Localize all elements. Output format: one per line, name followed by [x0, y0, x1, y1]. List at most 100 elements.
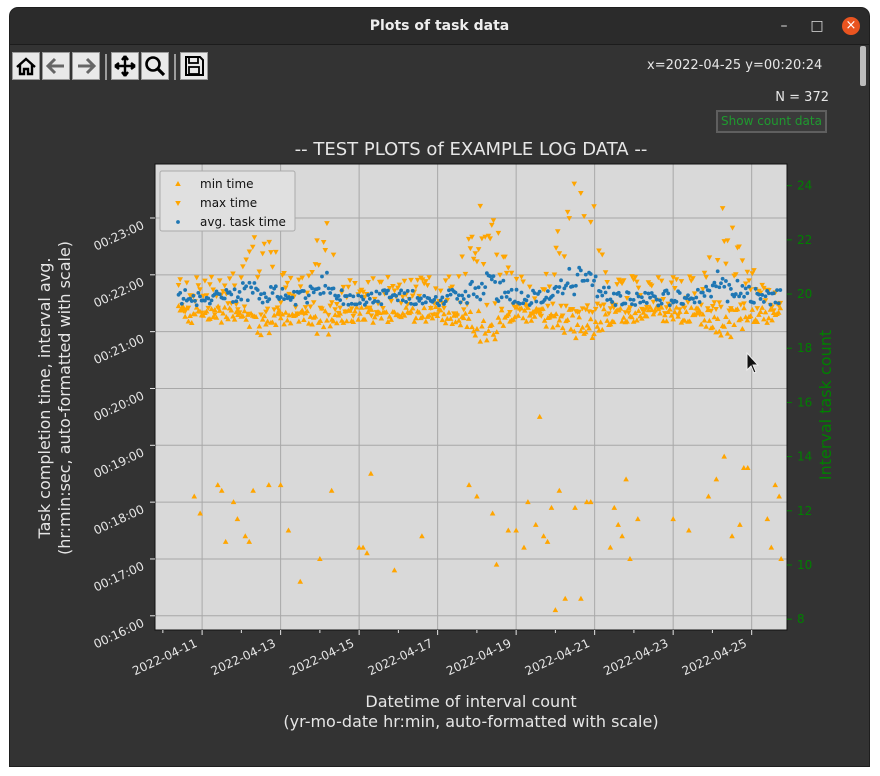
avg-task-time-point	[613, 303, 618, 307]
y2-tick-label: 22	[797, 233, 812, 247]
max-time-point	[493, 252, 500, 258]
forward-button[interactable]	[72, 52, 100, 80]
min-time-point	[721, 323, 728, 329]
max-time-point	[244, 311, 251, 317]
home-button[interactable]	[12, 52, 40, 80]
x-tick-label: 2022-04-15	[287, 636, 356, 678]
min-time-point	[564, 316, 571, 322]
min-time-point	[765, 315, 772, 321]
app-window: Plots of task data – □ × x=2022-04-25 y=…	[10, 8, 869, 766]
min-time-point	[520, 315, 526, 321]
pan-button[interactable]	[111, 52, 139, 80]
min-time-point	[686, 318, 693, 324]
toolbar-separator	[174, 54, 176, 80]
zoom-button[interactable]	[141, 52, 169, 80]
y2-tick-label: 18	[797, 341, 812, 355]
avg-task-time-point	[768, 302, 773, 307]
min-time-point	[731, 322, 737, 328]
max-time-point	[517, 307, 523, 313]
max-time-point	[761, 285, 767, 291]
min-time-point	[683, 308, 690, 314]
min-time-point	[571, 328, 578, 334]
min-time-point	[334, 320, 340, 326]
max-time-point	[236, 310, 243, 316]
min-time-point	[281, 321, 287, 327]
max-time-point	[513, 276, 520, 282]
min-time-point	[544, 538, 551, 544]
max-time-point	[673, 277, 680, 283]
minimize-button[interactable]: –	[780, 18, 788, 34]
close-button[interactable]: ×	[842, 17, 860, 35]
max-time-point	[604, 280, 611, 286]
min-time-point	[741, 305, 747, 311]
min-time-point	[228, 307, 235, 313]
avg-task-time-point	[593, 274, 598, 279]
y-tick-label: 00:22:00	[91, 275, 146, 310]
avg-task-time-point	[644, 301, 649, 305]
max-time-point	[416, 293, 423, 299]
avg-task-time-point	[643, 290, 648, 295]
window-title: Plots of task data	[369, 18, 510, 34]
maximize-button[interactable]: □	[810, 18, 824, 34]
avg-task-time-point	[433, 295, 438, 299]
min-time-point	[347, 307, 353, 313]
toolbar-separator	[105, 54, 107, 80]
chart[interactable]: 2022-04-11 2022-04-13 2022-04-15 2022-04-17…	[10, 8, 869, 766]
avg-task-time-point	[339, 288, 344, 293]
max-time-point	[742, 281, 749, 287]
min-time-point	[197, 510, 203, 516]
avg-task-time-point	[440, 295, 445, 300]
avg-task-time-point	[605, 298, 610, 302]
min-time-point	[203, 308, 210, 314]
max-time-point	[700, 286, 706, 292]
max-time-point	[202, 278, 208, 284]
min-time-point	[663, 318, 670, 324]
max-time-point	[345, 284, 352, 290]
avg-task-time-point	[283, 293, 288, 298]
min-time-point	[212, 307, 218, 313]
max-time-point	[233, 302, 240, 308]
max-time-point	[193, 275, 200, 281]
max-time-point	[338, 290, 345, 296]
avg-task-time-point	[374, 289, 379, 294]
avg-task-time-point	[529, 301, 534, 305]
avg-task-time-point	[752, 300, 756, 305]
scrollbar[interactable]	[860, 46, 866, 86]
avg-task-time-point	[382, 288, 387, 293]
save-button[interactable]	[180, 52, 208, 80]
min-time-point	[225, 316, 231, 322]
max-time-point	[676, 307, 683, 313]
avg-task-time-point	[379, 302, 384, 307]
avg-task-time-point	[722, 284, 727, 289]
min-time-point	[531, 313, 538, 319]
min-time-point	[365, 309, 371, 315]
min-time-point	[668, 312, 675, 318]
avg-task-time-point	[455, 296, 460, 301]
avg-task-time-point	[649, 291, 654, 295]
min-time-point	[277, 482, 284, 488]
max-time-point	[314, 238, 320, 244]
legend-box	[159, 170, 296, 232]
max-time-point	[541, 287, 548, 293]
min-time-point	[269, 319, 276, 325]
arrow-right-icon	[78, 57, 97, 75]
avg-task-time-point	[478, 297, 483, 302]
max-time-point	[261, 241, 268, 247]
max-time-point	[304, 290, 310, 296]
max-time-point	[175, 201, 181, 206]
title-bar[interactable]: Plots of task data – □ ×	[10, 8, 869, 45]
avg-task-time-point	[437, 303, 441, 308]
max-time-point	[240, 264, 246, 270]
min-time-point	[317, 317, 324, 323]
max-time-point	[310, 300, 317, 306]
x-tick-label: 2022-04-11	[130, 636, 199, 678]
min-time-point	[466, 482, 472, 488]
back-button[interactable]	[42, 52, 70, 80]
avg-task-time-point	[521, 301, 526, 306]
min-time-point	[540, 533, 547, 539]
show-count-button[interactable]: Show count data	[716, 110, 827, 133]
max-time-point	[320, 240, 327, 246]
min-time-point	[611, 319, 617, 325]
min-time-point	[358, 304, 365, 310]
max-time-point	[762, 298, 769, 304]
